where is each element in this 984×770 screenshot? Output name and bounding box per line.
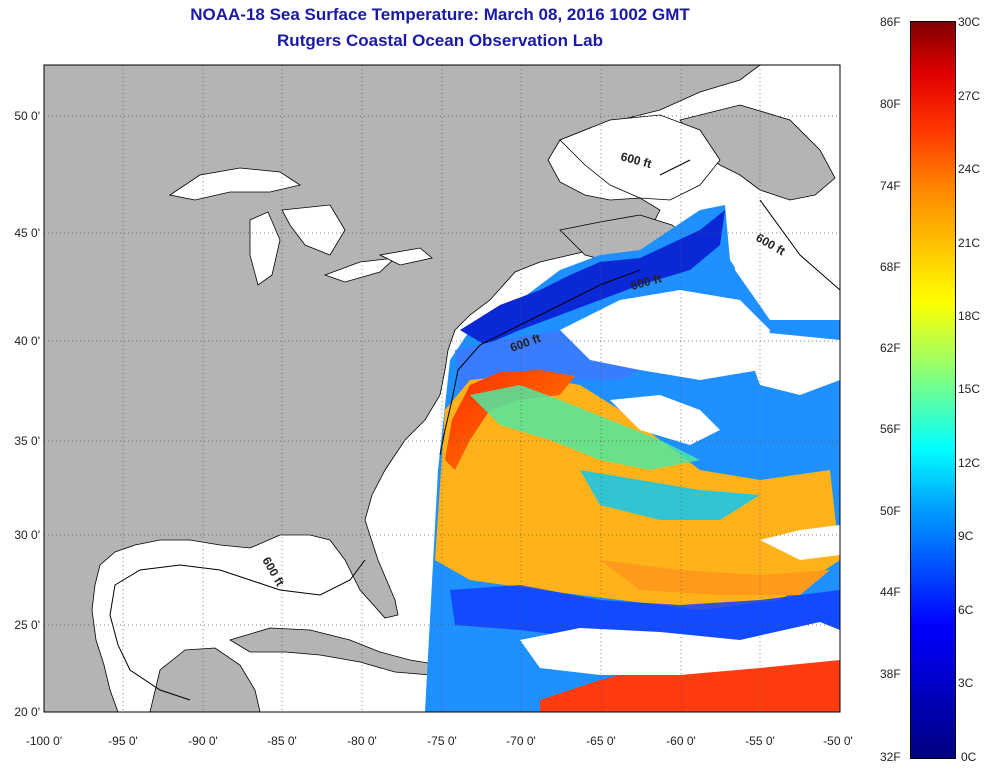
isobath-600ft — [109, 159, 840, 701]
colorbar-f-label: 68F — [880, 260, 901, 274]
colorbar-f-label: 56F — [880, 422, 901, 436]
lon-tick-label: -65 0' — [586, 734, 616, 748]
map-frame — [43, 64, 841, 713]
lon-tick-label: -100 0' — [26, 734, 62, 748]
lat-tick-label: 45 0' — [14, 226, 40, 240]
colorbar-f-label: 80F — [880, 97, 901, 111]
lat-tick-label: 20 0' — [14, 705, 40, 719]
lon-tick-label: -70 0' — [506, 734, 536, 748]
lon-tick-label: -95 0' — [108, 734, 138, 748]
colorbar-f-label: 32F — [880, 750, 901, 764]
temperature-colorbar — [910, 21, 956, 759]
colorbar-c-label: 24C — [958, 162, 981, 176]
colorbar-c-label: 27C — [958, 89, 981, 103]
colorbar-c-label: 12C — [958, 456, 981, 470]
lon-tick-label: -90 0' — [188, 734, 218, 748]
gulf-st-lawrence — [559, 114, 721, 201]
colorbar-c-label: 15C — [958, 382, 981, 396]
colorbar-f-label: 62F — [880, 341, 901, 355]
lon-tick-label: -50 0' — [823, 734, 853, 748]
colorbar-f-label: 74F — [880, 179, 901, 193]
lon-axis: -100 0' -95 0' -90 0' -85 0' -80 0' -75 … — [26, 734, 853, 748]
colorbar-c-label: 21C — [958, 236, 981, 250]
lon-tick-label: -75 0' — [427, 734, 457, 748]
lat-tick-label: 30 0' — [14, 528, 40, 542]
lat-axis: 50 0' 45 0' 40 0' 35 0' 30 0' 25 0' 20 0… — [14, 109, 40, 719]
colorbar-c-label: 3C — [958, 676, 974, 690]
colorbar-f-label: 50F — [880, 504, 901, 518]
colorbar-f-label: 86F — [880, 15, 901, 29]
colorbar-f-label: 44F — [880, 585, 901, 599]
lon-tick-label: -80 0' — [347, 734, 377, 748]
lat-tick-label: 50 0' — [14, 109, 40, 123]
colorbar-c-label: 6C — [958, 603, 974, 617]
lat-tick-label: 35 0' — [14, 434, 40, 448]
colorbar-c-label: 9C — [958, 529, 974, 543]
lat-tick-label: 25 0' — [14, 618, 40, 632]
lat-lon-grid — [44, 65, 840, 712]
great-lakes — [168, 167, 433, 286]
map-title: NOAA-18 Sea Surface Temperature: March 0… — [190, 5, 690, 24]
lat-tick-label: 40 0' — [14, 334, 40, 348]
lon-tick-label: -60 0' — [666, 734, 696, 748]
colorbar-c-label: 0C — [961, 750, 977, 764]
map-subtitle: Rutgers Coastal Ocean Observation Lab — [277, 31, 603, 50]
sst-swath — [425, 205, 840, 712]
colorbar-c-label: 18C — [958, 309, 981, 323]
colorbar-f-label: 38F — [880, 667, 901, 681]
colorbar-c-label: 30C — [958, 15, 981, 29]
lon-tick-label: -55 0' — [745, 734, 775, 748]
lon-tick-label: -85 0' — [267, 734, 297, 748]
